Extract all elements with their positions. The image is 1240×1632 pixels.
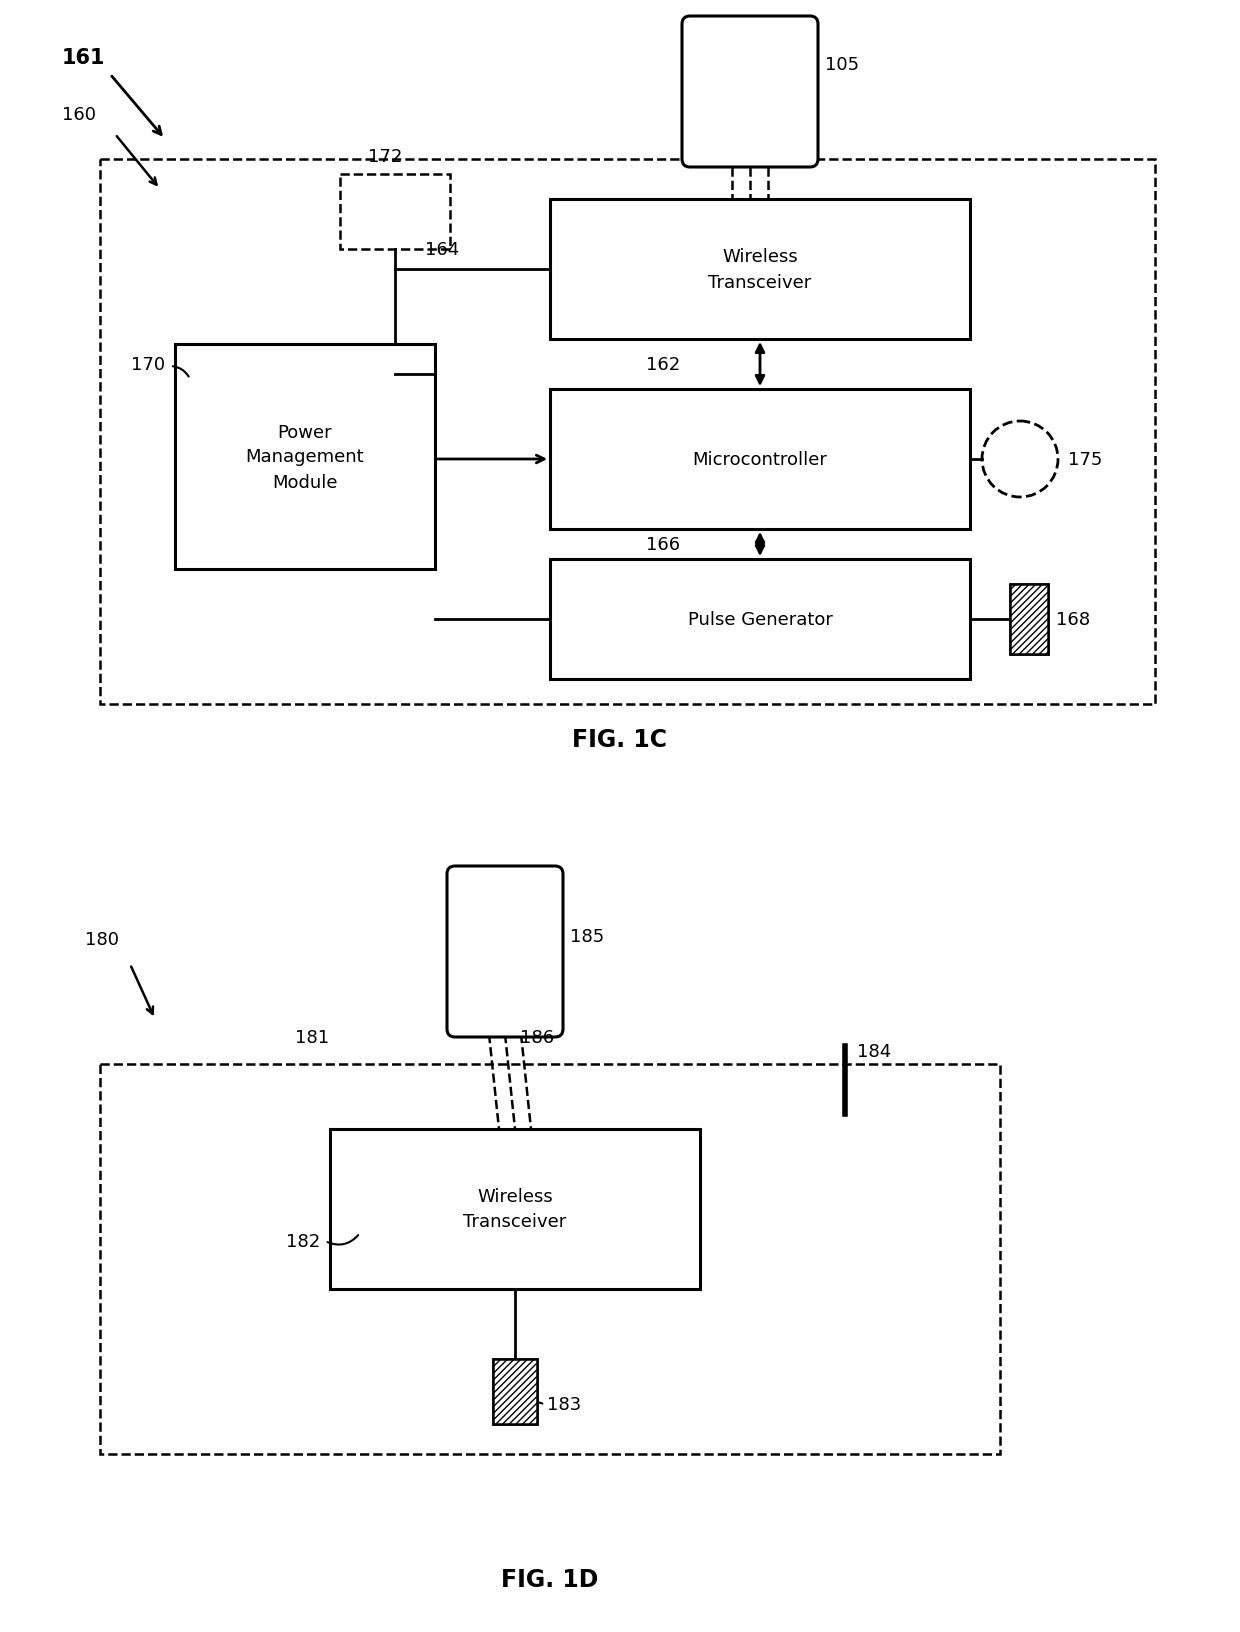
Text: 186: 186 xyxy=(520,1028,554,1046)
FancyBboxPatch shape xyxy=(446,867,563,1038)
Text: 168: 168 xyxy=(1056,610,1090,628)
Text: 181: 181 xyxy=(295,1028,329,1046)
Text: 160: 160 xyxy=(62,106,95,124)
Bar xyxy=(1011,584,1048,654)
Text: 162: 162 xyxy=(646,356,680,374)
Text: Wireless
Transceiver: Wireless Transceiver xyxy=(708,248,812,292)
Text: 183: 183 xyxy=(547,1395,582,1413)
Bar xyxy=(494,1359,537,1425)
Text: Microcontroller: Microcontroller xyxy=(693,450,827,468)
Text: 170: 170 xyxy=(131,356,165,374)
Bar xyxy=(551,390,970,530)
Text: 184: 184 xyxy=(857,1043,892,1061)
Bar xyxy=(340,175,450,250)
Bar xyxy=(330,1129,701,1289)
Text: 185: 185 xyxy=(570,927,604,945)
Text: FIG. 1C: FIG. 1C xyxy=(573,728,667,752)
Text: 182: 182 xyxy=(285,1232,320,1250)
Bar xyxy=(175,344,435,570)
Bar xyxy=(551,199,970,339)
Text: 166: 166 xyxy=(646,535,680,553)
Text: Pulse Generator: Pulse Generator xyxy=(687,610,832,628)
Bar xyxy=(1011,584,1048,654)
Bar xyxy=(100,1064,999,1454)
Bar xyxy=(494,1359,537,1425)
FancyBboxPatch shape xyxy=(682,16,818,168)
Text: 180: 180 xyxy=(86,930,119,948)
Text: Wireless
Transceiver: Wireless Transceiver xyxy=(464,1188,567,1231)
Text: 161: 161 xyxy=(62,47,105,69)
Bar xyxy=(551,560,970,679)
Text: 105: 105 xyxy=(825,57,859,75)
Bar xyxy=(100,160,1154,705)
Text: 164: 164 xyxy=(425,242,459,259)
Text: Power
Management
Module: Power Management Module xyxy=(246,423,365,491)
Text: 172: 172 xyxy=(368,149,402,166)
Text: 175: 175 xyxy=(1068,450,1102,468)
Text: FIG. 1D: FIG. 1D xyxy=(501,1567,599,1591)
